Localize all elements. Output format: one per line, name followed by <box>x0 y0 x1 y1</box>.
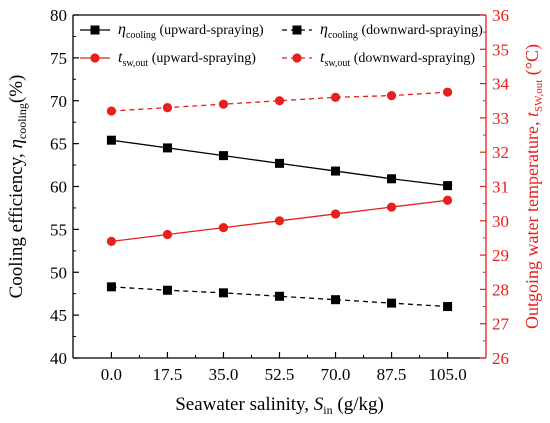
data-point <box>218 99 229 109</box>
y-tick-label: 40 <box>50 349 67 368</box>
y2-tick-label: 35 <box>492 40 509 59</box>
series-4 <box>106 87 453 116</box>
y2-tick-label: 27 <box>492 315 510 334</box>
x-tick-label: 0.0 <box>101 365 122 384</box>
x-tick-label: 52.5 <box>265 365 295 384</box>
data-point <box>90 53 100 63</box>
series-1 <box>106 135 453 191</box>
data-point <box>162 103 173 113</box>
y2-tick-label: 33 <box>492 109 509 128</box>
y-tick-label: 60 <box>50 178 67 197</box>
x-axis-label: Seawater salinity, Sin (g/kg) <box>175 394 384 417</box>
legend-label: ηcooling (downward-spraying) <box>320 21 483 41</box>
data-point <box>274 96 285 106</box>
data-point <box>330 92 341 102</box>
data-point <box>330 209 341 219</box>
data-point <box>275 291 284 301</box>
legend-label: tsw,out (upward-spraying) <box>118 49 256 69</box>
data-point <box>275 158 284 168</box>
y-axis-label: Cooling efficiency, ηcooling(%) <box>6 75 29 299</box>
y2-tick-label: 32 <box>492 143 509 162</box>
legend-item-2: ηcooling (downward-spraying) <box>282 21 483 41</box>
series-3 <box>106 195 453 246</box>
y2-tick-label: 31 <box>492 178 509 197</box>
y-tick-label: 75 <box>50 49 67 68</box>
data-point <box>162 143 172 153</box>
data-point <box>106 236 117 246</box>
data-point <box>386 91 397 101</box>
data-point <box>442 195 453 205</box>
data-point <box>387 298 397 308</box>
legend-label: tsw,out (downward-spraying) <box>320 49 475 69</box>
y2-tick-label: 34 <box>492 75 510 94</box>
data-point <box>274 216 285 226</box>
data-point <box>292 25 302 35</box>
y2-axis-label: Outgoing water temperature, tSW,out (°C) <box>522 44 545 329</box>
series-2 <box>106 282 453 312</box>
y2-tick-label: 30 <box>492 212 509 231</box>
x-tick-label: 87.5 <box>377 365 407 384</box>
y-tick-label: 45 <box>50 306 67 325</box>
data-point <box>90 25 100 35</box>
data-point <box>292 53 302 63</box>
y2-tick-label: 28 <box>492 280 509 299</box>
x-tick-label: 70.0 <box>321 365 351 384</box>
x-tick-label: 105.0 <box>428 365 466 384</box>
legend-label: ηcooling (upward-spraying) <box>118 21 264 41</box>
data-point <box>331 166 341 176</box>
data-point <box>106 282 116 292</box>
y-tick-label: 65 <box>50 135 67 154</box>
data-point <box>387 174 397 184</box>
y-tick-label: 80 <box>50 6 67 25</box>
y-tick-label: 50 <box>50 263 67 282</box>
y-tick-label: 70 <box>50 92 67 111</box>
legend-item-4: tsw,out (downward-spraying) <box>282 49 475 69</box>
data-point <box>106 106 117 116</box>
y2-tick-label: 29 <box>492 246 509 265</box>
data-point <box>162 229 173 240</box>
data-point <box>162 285 172 295</box>
data-point <box>331 295 341 305</box>
data-point <box>218 288 228 298</box>
y-tick-label: 55 <box>50 220 67 239</box>
legend-item-1: ηcooling (upward-spraying) <box>80 21 264 41</box>
data-point <box>218 151 228 161</box>
data-point <box>218 223 229 233</box>
x-tick-label: 17.5 <box>153 365 183 384</box>
data-point <box>443 181 453 191</box>
data-point <box>443 302 453 312</box>
data-point <box>386 202 397 212</box>
y2-tick-label: 36 <box>492 6 509 25</box>
data-point <box>106 135 116 145</box>
data-point <box>442 87 453 97</box>
x-tick-label: 35.0 <box>209 365 239 384</box>
legend-item-3: tsw,out (upward-spraying) <box>80 49 256 69</box>
y2-tick-label: 26 <box>492 349 509 368</box>
